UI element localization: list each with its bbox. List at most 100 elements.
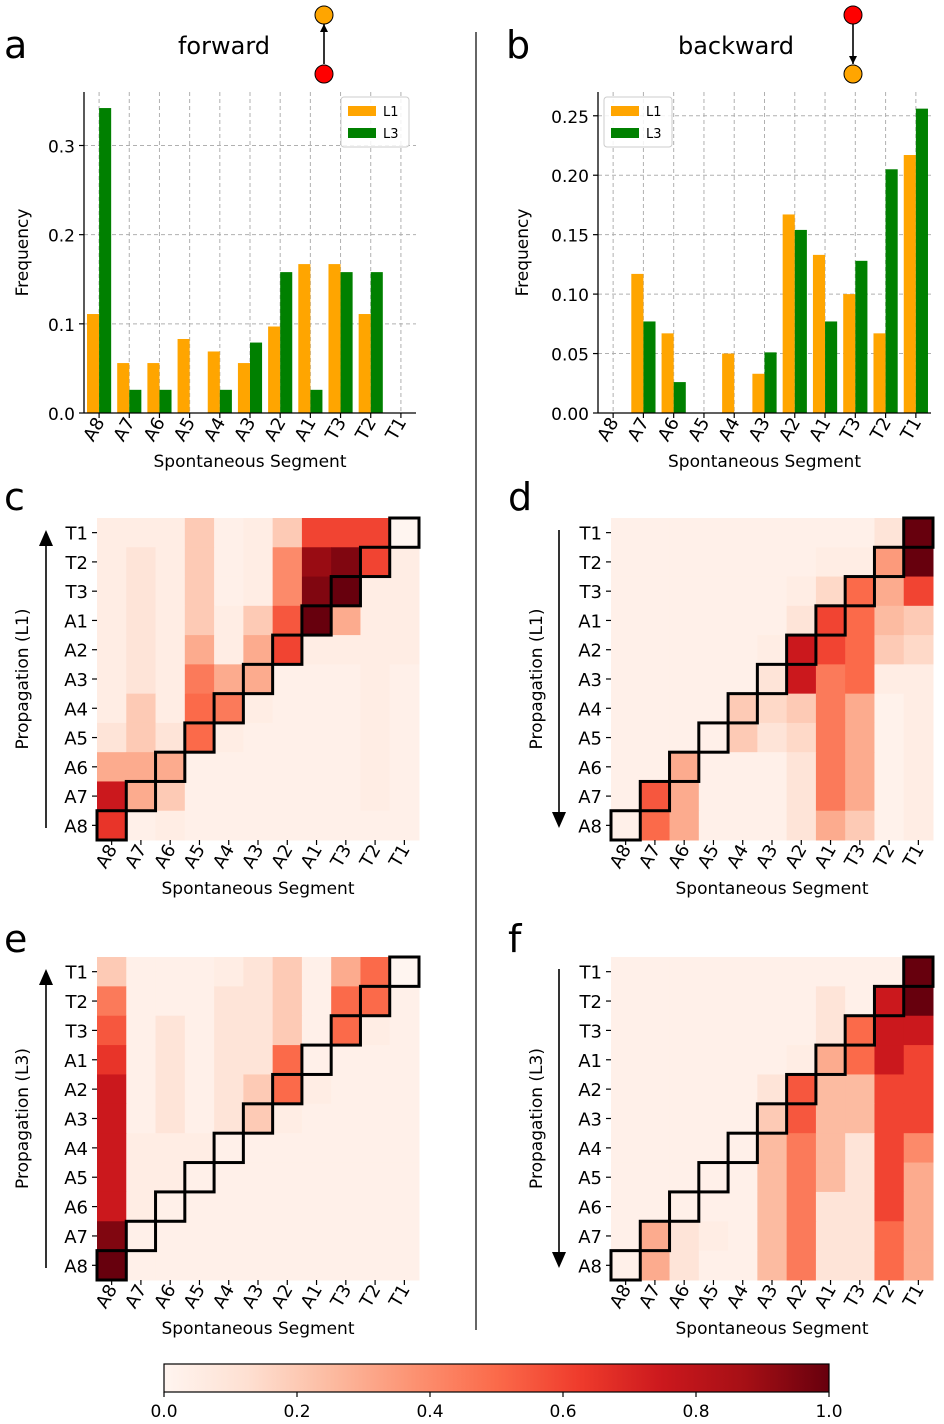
heat-cell-a8-t1: [389, 810, 420, 841]
heat-cell-a1-a1: [301, 605, 332, 636]
heat-cell-a2-t1: [903, 635, 934, 665]
diagonal-cell-outline: [872, 984, 906, 1018]
heat-cell-a2-a2: [786, 635, 817, 665]
heat-cell-a3-a4: [728, 664, 758, 695]
x-tick-label: A6: [664, 1281, 694, 1312]
heat-cell-a4-t2: [360, 1133, 391, 1164]
bar-l1-t2: [873, 333, 886, 413]
heat-cell-a1-t1: [389, 605, 420, 636]
heat-cell-a3-a7: [126, 1103, 157, 1134]
heat-cell-t3-t3: [845, 1015, 875, 1046]
heat-cell-a6-a8: [611, 1191, 641, 1222]
heat-cell-a8-a6: [155, 810, 186, 841]
y-tick-label: A1: [578, 611, 602, 632]
diagonal-cell-outline: [212, 692, 245, 725]
heat-cell-a7-a3: [757, 1221, 788, 1252]
heat-cell-a8-a5: [698, 810, 729, 841]
bar-l3-a2: [794, 229, 807, 413]
heat-cell-a7-a6: [155, 1221, 186, 1252]
heat-cell-a7-a6: [155, 781, 186, 812]
x-tick-label: A5: [180, 1281, 210, 1312]
heat-cell-a4-a4: [214, 693, 244, 724]
x-tick-label: A1: [811, 841, 841, 872]
y-tick-label: T3: [579, 1021, 602, 1042]
heat-cell-a1-t1: [903, 1045, 934, 1075]
x-axis-label: Spontaneous Segment: [668, 452, 861, 472]
heat-cell-a6-a5: [698, 752, 729, 782]
colorbar-tick-label: 0.4: [416, 1402, 443, 1422]
heat-cell-a8-t3: [845, 1250, 875, 1281]
heat-cell-a2-t2: [360, 635, 391, 665]
heat-cell-a3-t2: [874, 664, 905, 695]
bar-l1-a4: [207, 351, 220, 413]
heat-cell-a8-a4: [214, 1250, 244, 1281]
y-tick-label: 0.20: [551, 167, 589, 187]
top-node: [843, 5, 863, 25]
heat-cell-t3-a1: [815, 576, 846, 607]
heat-cell-a1-t1: [903, 605, 934, 636]
bar-l1-a6: [147, 363, 160, 413]
y-tick-label: A6: [64, 758, 88, 779]
heat-cell-t3-t2: [874, 1015, 905, 1046]
bar-l1-t3: [843, 294, 856, 413]
bottom-node: [314, 64, 334, 84]
heat-cell-a2-a1: [815, 1074, 846, 1105]
heat-cell-a3-a4: [214, 1103, 244, 1134]
y-axis-label: Propagation (L1): [527, 609, 547, 750]
heat-cell-t2-t2: [360, 547, 391, 578]
heat-cell-t3-a8: [97, 1015, 127, 1046]
y-tick-label: T2: [579, 553, 602, 574]
heat-cell-t1-t2: [360, 957, 391, 987]
heat-cell-a5-a2: [272, 1162, 303, 1193]
heat-cell-a1-t3: [331, 1045, 361, 1075]
colorbar-tick-label: 0.8: [682, 1402, 709, 1422]
heat-cell-t1-a7: [126, 957, 157, 987]
heat-cell-a3-t2: [360, 1103, 391, 1134]
bar-l3-a7: [643, 321, 656, 413]
heat-cell-a7-a3: [243, 781, 274, 812]
heat-cell-t1-a7: [126, 518, 157, 548]
heat-cell-a3-t3: [845, 1103, 875, 1134]
heat-cell-a8-a1: [301, 1250, 332, 1281]
heat-cell-t1-a8: [97, 518, 127, 548]
heat-cell-a1-a6: [669, 1045, 700, 1075]
heat-cell-a4-a4: [728, 1133, 758, 1164]
diagonal-cell-outline: [124, 1219, 158, 1253]
heat-cell-a8-a6: [669, 1250, 700, 1281]
diagonal-cell-outline: [843, 575, 876, 608]
heat-cell-a8-t2: [360, 810, 391, 841]
heat-cell-t1-t3: [845, 957, 875, 987]
heat-cell-a7-a2: [272, 781, 303, 812]
heat-cell-t3-t3: [331, 576, 361, 607]
diagonal-cell-outline: [755, 1102, 789, 1135]
heat-cell-a5-a3: [243, 722, 274, 753]
heat-cell-a2-t1: [389, 635, 420, 665]
heat-cell-a4-a4: [214, 1133, 244, 1164]
heat-cell-t1-a1: [815, 518, 846, 548]
heat-cell-a5-t2: [360, 1162, 391, 1193]
panel-b-backward-bar-chart: 0.00 0.05 0.10 0.15 0.20 0.25 A8 A7 A6 A5 A4 A3 A2 A1…: [506, 5, 931, 472]
propagation-arrow-head: [552, 1252, 566, 1268]
heat-cell-a6-a3: [243, 1191, 274, 1222]
heat-cell-t2-a3: [243, 547, 274, 578]
x-tick-label: A7: [635, 1281, 665, 1312]
heat-cell-a8-a1: [301, 810, 332, 841]
heat-cell-a8-t2: [360, 1250, 391, 1281]
heat-cell-a7-t1: [389, 1221, 420, 1252]
x-tick-label: A3: [745, 414, 775, 445]
y-axis-label: Frequency: [513, 209, 533, 297]
heat-cell-t1-t1: [903, 957, 934, 987]
heat-cell-a5-t3: [845, 1162, 875, 1193]
heat-cell-t1-t2: [874, 518, 905, 548]
y-axis-label: Propagation (L1): [13, 609, 33, 750]
y-tick-label: 0.05: [551, 346, 589, 366]
heat-cell-a7-t1: [903, 1221, 934, 1252]
y-tick-label: A7: [64, 1227, 88, 1248]
heat-cell-a3-a1: [815, 1103, 846, 1134]
heat-cell-a6-a4: [728, 752, 758, 782]
heat-cell-t1-a3: [757, 518, 788, 548]
diagonal-cell-outline: [785, 1072, 818, 1106]
heat-cell-t2-a6: [155, 986, 186, 1017]
heat-cell-a7-a7: [640, 1221, 671, 1252]
